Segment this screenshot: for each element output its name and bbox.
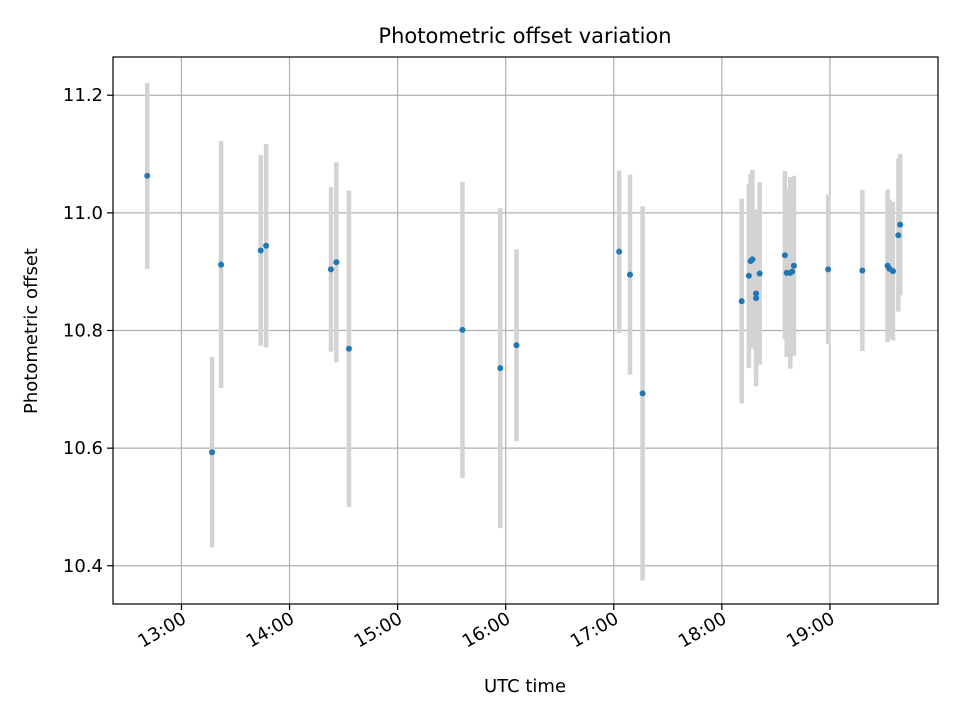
- y-axis-title: Photometric offset: [21, 248, 42, 414]
- data-point: [749, 256, 756, 263]
- x-tick-label: 19:00: [783, 608, 838, 652]
- x-tick-label: 14:00: [243, 608, 298, 652]
- data-point: [889, 268, 896, 275]
- data-point: [345, 345, 352, 352]
- x-tick-label: 15:00: [351, 608, 406, 652]
- x-tick-label: 18:00: [675, 608, 730, 652]
- data-point: [753, 295, 760, 302]
- data-point: [738, 298, 745, 305]
- data-point: [209, 449, 216, 456]
- errorbars: [144, 82, 903, 581]
- data-point: [745, 272, 752, 279]
- x-tick-label: 13:00: [135, 608, 190, 652]
- data-point: [513, 342, 520, 349]
- data-point: [781, 252, 788, 259]
- y-tick-label: 10.8: [63, 321, 103, 342]
- data-point: [790, 262, 797, 269]
- data-point: [459, 326, 466, 333]
- data-point: [626, 271, 633, 278]
- y-tick-label: 10.4: [63, 556, 103, 577]
- y-tick-label: 11.2: [63, 85, 103, 106]
- data-point: [753, 290, 760, 297]
- y-axis: 10.4 10.6 10.8 11.0 11.2: [63, 85, 113, 577]
- x-tick-label: 16:00: [459, 608, 514, 652]
- x-axis-title: UTC time: [484, 676, 566, 697]
- data-point: [144, 172, 151, 179]
- data-point: [263, 242, 270, 249]
- x-axis: 13:00 14:00 15:00 16:00 17:00 18:00 19:00: [135, 604, 838, 652]
- y-tick-label: 11.0: [63, 203, 103, 224]
- data-point: [333, 259, 340, 266]
- data-point: [616, 248, 623, 255]
- data-points: [144, 172, 904, 456]
- data-point: [895, 232, 902, 239]
- chart-title: Photometric offset variation: [378, 24, 671, 48]
- data-point: [897, 221, 904, 228]
- data-point: [639, 390, 646, 397]
- data-point: [257, 247, 264, 254]
- y-tick-label: 10.6: [63, 438, 103, 459]
- data-point: [859, 267, 866, 274]
- data-point: [825, 266, 832, 273]
- data-point: [789, 268, 796, 275]
- data-point: [497, 365, 504, 372]
- data-point: [756, 270, 763, 277]
- x-tick-label: 17:00: [567, 608, 622, 652]
- grid: [113, 57, 938, 604]
- data-point: [327, 266, 334, 273]
- data-point: [218, 261, 225, 268]
